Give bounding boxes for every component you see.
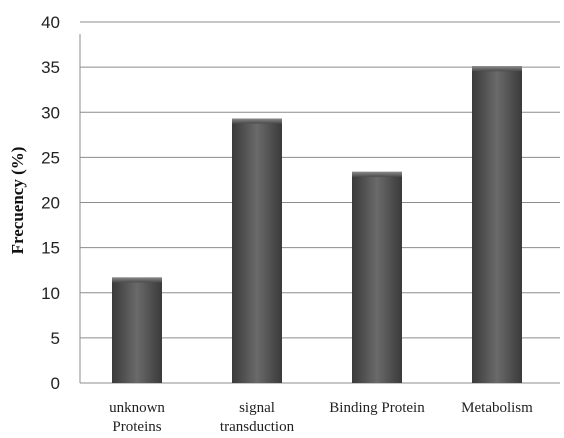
bar [112,277,162,383]
x-tick-label-line: transduction [220,419,295,435]
x-tick-label-line: signal [239,400,275,416]
bar-cap [232,118,282,124]
bar-body [472,66,522,383]
y-axis-title: Frecuency (%) [8,147,27,255]
bar [352,171,402,383]
y-tick-label: 25 [41,148,60,167]
x-tick-label: Metabolism [461,400,533,416]
x-tick-label: Binding Protein [329,400,425,416]
bars [112,66,522,383]
bar-cap [112,277,162,283]
bar-body [112,277,162,383]
y-tick-label: 20 [41,194,60,213]
labels: 0 5 10 15 20 25 30 35 40 unknown Proteins signal tra… [41,13,533,435]
bar [232,118,282,383]
y-tick-label: 5 [51,329,60,348]
y-tick-label: 35 [41,58,60,77]
x-tick-label-line: unknown [109,400,165,416]
bar-cap [352,171,402,177]
y-tick-label: 15 [41,239,60,258]
bar-cap [472,66,522,72]
bar-body [352,171,402,383]
x-tick-label: signal transduction [220,400,295,435]
y-tick-label: 30 [41,103,60,122]
x-tick-label-line: Binding Protein [329,400,425,416]
bar [472,66,522,383]
y-tick-label: 0 [51,374,60,393]
y-tick-label: 10 [41,284,60,303]
x-tick-label: unknown Proteins [109,400,165,435]
y-tick-label: 40 [41,13,60,32]
x-tick-label-line: Proteins [112,419,161,435]
x-tick-label-line: Metabolism [461,400,533,416]
bar-body [232,118,282,383]
